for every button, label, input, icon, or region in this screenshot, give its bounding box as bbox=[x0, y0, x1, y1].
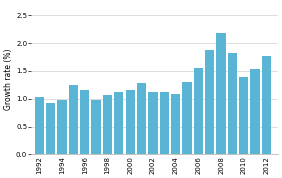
Bar bbox=[160, 92, 169, 155]
Bar bbox=[262, 56, 271, 155]
Bar bbox=[171, 94, 180, 155]
Bar bbox=[137, 83, 146, 155]
Bar bbox=[194, 68, 203, 155]
Bar bbox=[46, 103, 55, 155]
Bar bbox=[250, 69, 260, 155]
Bar bbox=[125, 90, 135, 155]
Bar bbox=[114, 92, 124, 155]
Bar bbox=[239, 77, 248, 155]
Bar bbox=[182, 82, 192, 155]
Bar bbox=[216, 33, 226, 155]
Bar bbox=[80, 90, 89, 155]
Bar bbox=[57, 100, 67, 155]
Bar bbox=[35, 97, 44, 155]
Bar bbox=[103, 95, 112, 155]
Bar bbox=[228, 53, 237, 155]
Bar bbox=[205, 50, 214, 155]
Y-axis label: Growth rate (%): Growth rate (%) bbox=[4, 49, 13, 110]
Bar bbox=[148, 92, 158, 155]
Bar bbox=[69, 85, 78, 155]
Bar bbox=[91, 100, 101, 155]
